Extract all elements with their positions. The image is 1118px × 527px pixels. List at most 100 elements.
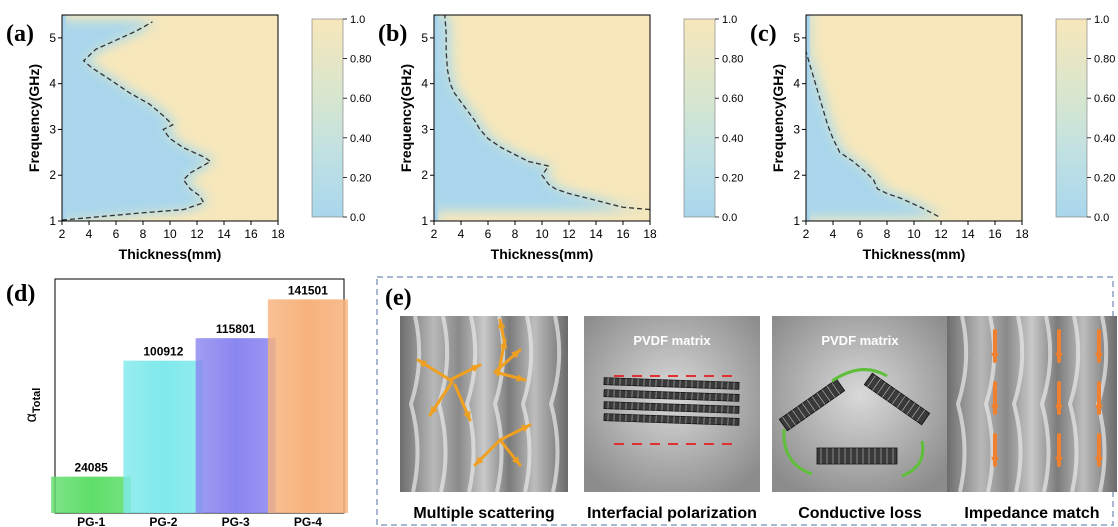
y-tick-label: 1 [421,214,428,228]
x-tick-label: 8 [512,227,519,241]
y-axis-title: Frequency(GHz) [770,64,786,172]
y-tick-label: 5 [421,31,428,45]
mechanism-panel: (e) Multiple scattering PVDF matrix Interfa… [376,276,1117,526]
y-tick-label: 4 [421,77,428,91]
heatmap-panel-3: 2 4 6 8 10 12 14 16 1812345Thickness(mm)Frequenc… [750,14,1115,262]
category-label: PG-1 [77,515,105,527]
x-tick-label: 14 [589,227,603,241]
bar-value-label: 24085 [74,461,108,475]
x-tick-label: 6 [485,227,492,241]
panel-label: (e) [385,285,412,311]
y-axis-title: Frequency(GHz) [398,64,414,172]
bar-chart-panel: (d) αTotal 24085 PG-1 100912 PG-2 115801 PG-3 14… [6,278,348,527]
colorbar-tick-label: 0.40 [350,133,371,145]
colorbar-tick-label: 0.40 [1094,133,1115,145]
bar-pg-4 [267,299,348,513]
x-tick-label: 16 [616,227,630,241]
bar-pg-1 [51,476,132,513]
colorbar-tick-label: 0.20 [1094,172,1115,184]
x-tick-label: 12 [562,227,576,241]
y-tick-label: 5 [793,31,800,45]
y-tick-label: 1 [793,214,800,228]
y-tick-label: 3 [49,122,56,136]
colorbar-tick-label: 1.0 [722,14,737,26]
scattering-arrows [416,318,532,467]
colorbar-tick-label: 0.60 [350,93,371,105]
y-tick-label: 1 [49,214,56,228]
colorbar-tick-label: 0.20 [722,172,743,184]
x-tick-label: 10 [163,227,177,241]
x-tick-label: 18 [643,227,657,241]
colorbar-tick-label: 0.60 [722,93,743,105]
heatmap-low-region [434,15,650,221]
y-tick-label: 5 [49,31,56,45]
bar-pg-3 [195,338,276,513]
contour-line [444,15,650,211]
panel-label: (a) [6,21,34,47]
colorbar-tick-label: 0.60 [1094,93,1115,105]
y-tick-label: 2 [49,168,56,182]
sem-image [400,316,568,492]
mechanism-tile-1: Multiple scattering [400,315,568,522]
colorbar-tick-label: 1.0 [1094,14,1109,26]
y-axis-title: Frequency(GHz) [26,64,42,172]
x-tick-label: 14 [217,227,231,241]
sem-image [947,316,1117,492]
colorbar-tick-label: 0.20 [350,172,371,184]
x-axis-title: Thickness(mm) [119,246,222,262]
bar-pg-2 [123,360,204,513]
colorbar-tick-label: 0.0 [350,212,365,224]
colorbar-tick-label: 0.80 [1094,54,1115,66]
colorbar-tick-label: 0.0 [1094,212,1109,224]
x-tick-label: 6 [857,227,864,241]
x-tick-label: 14 [961,227,975,241]
colorbar [311,18,344,218]
x-tick-label: 10 [535,227,549,241]
bar-value-label: 141501 [288,283,328,297]
y-tick-label: 2 [793,168,800,182]
y-tick-label: 4 [49,77,56,91]
x-tick-label: 16 [244,227,258,241]
x-tick-label: 2 [803,227,810,241]
heatmap-panels: 2 4 6 8 10 12 14 16 1812345Thickness(mm)Frequenc… [6,14,1115,262]
x-tick-label: 2 [431,227,438,241]
x-tick-label: 16 [988,227,1002,241]
x-tick-label: 18 [1015,227,1029,241]
heatmap-panel-2: 2 4 6 8 10 12 14 16 1812345Thickness(mm)Frequenc… [378,14,743,262]
matrix-tag: PVDF matrix [633,333,711,348]
colorbar-tick-label: 0.0 [722,212,737,224]
mechanism-caption: Impedance match [964,505,1099,522]
y-tick-label: 4 [793,77,800,91]
mechanism-caption: Interfacial polarization [587,505,757,522]
stacked-sheets [603,375,740,445]
x-tick-label: 10 [907,227,921,241]
y-axis-title: αTotal [23,388,43,423]
category-label: PG-3 [222,515,250,527]
matrix-tag: PVDF matrix [821,333,899,348]
mechanism-tile-4: Impedance match [947,315,1117,522]
x-axis-title: Thickness(mm) [863,246,966,262]
category-label: PG-4 [294,515,322,527]
panel-label: (b) [378,21,407,47]
y-tick-label: 3 [793,122,800,136]
x-axis-title: Thickness(mm) [491,246,594,262]
x-tick-label: 4 [86,227,93,241]
x-tick-label: 4 [458,227,465,241]
contour-line [806,51,939,217]
x-tick-label: 18 [271,227,285,241]
x-tick-label: 6 [113,227,120,241]
x-tick-label: 8 [884,227,891,241]
x-tick-label: 8 [140,227,147,241]
x-tick-label: 4 [830,227,837,241]
bar-value-label: 100912 [143,345,183,359]
colorbar [683,18,716,218]
y-tick-label: 3 [421,122,428,136]
colorbar [1055,18,1088,218]
panel-label: (d) [6,281,35,307]
heatmap-panel-1: 2 4 6 8 10 12 14 16 1812345Thickness(mm)Frequenc… [6,14,371,262]
mechanism-tile-3: PVDF matrix Conductive loss [772,316,948,522]
x-tick-label: 12 [190,227,204,241]
colorbar-tick-label: 0.80 [722,54,743,66]
impedance-arrows [991,329,1103,467]
